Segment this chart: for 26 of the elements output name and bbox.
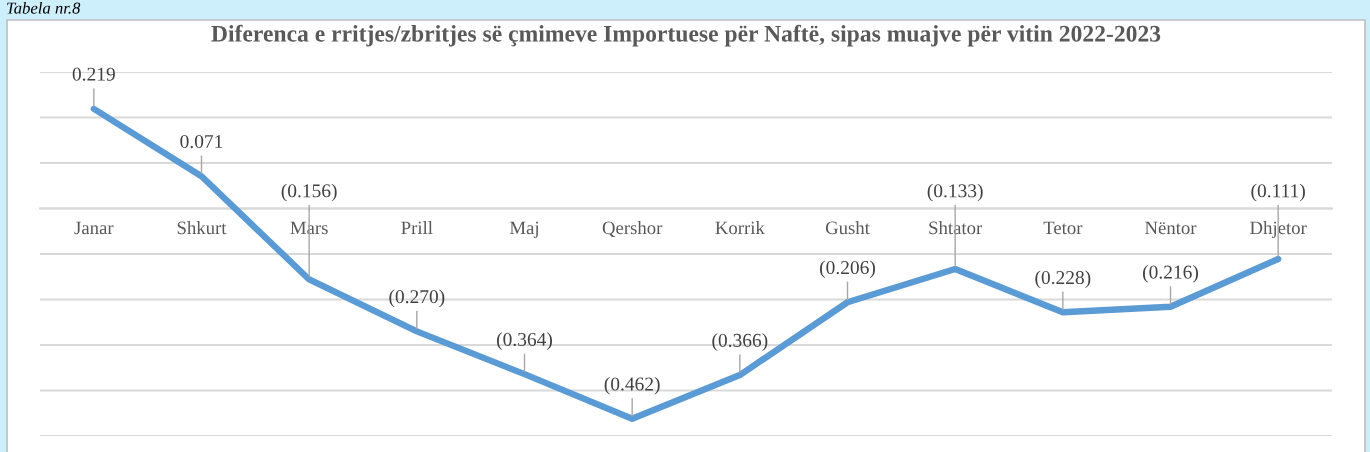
x-tick-label: Gusht <box>825 221 870 235</box>
x-tick-label: Tetor <box>1043 221 1083 235</box>
x-tick-label: Qershor <box>602 221 663 238</box>
data-label: (0.156) <box>281 183 337 202</box>
data-label: (0.364) <box>497 332 552 350</box>
data-label: (0.111) <box>1251 183 1305 202</box>
x-tick-label: Shkurt <box>177 221 227 235</box>
x-tick-label: Mars <box>290 221 328 235</box>
data-label: (0.206) <box>820 260 875 279</box>
data-label: (0.270) <box>389 289 445 308</box>
data-label: (0.228) <box>1035 270 1091 289</box>
x-tick-label: Janar <box>74 221 114 235</box>
data-label: (0.462) <box>604 376 660 395</box>
x-tick-label: Nëntor <box>1145 221 1197 235</box>
data-label: 0.219 <box>72 67 115 81</box>
x-tick-label: Maj <box>509 221 538 238</box>
x-tick-label: Korrik <box>715 221 765 235</box>
x-tick-label: Shtator <box>929 221 983 235</box>
data-label: 0.071 <box>180 134 223 149</box>
data-label: (0.366) <box>712 333 768 351</box>
x-tick-label: Prill <box>401 221 433 235</box>
data-label: (0.133) <box>927 183 983 202</box>
chart-title: Diferenca e rritjes/zbritjes së çmimeve Importuese për Naftë, sipas muajve për vitin 2022-2023 <box>211 24 1161 47</box>
x-tick-label: Dhjetor <box>1250 221 1307 238</box>
text: Tabela nr.8 <box>7 2 81 14</box>
data-label: (0.216) <box>1143 264 1198 283</box>
